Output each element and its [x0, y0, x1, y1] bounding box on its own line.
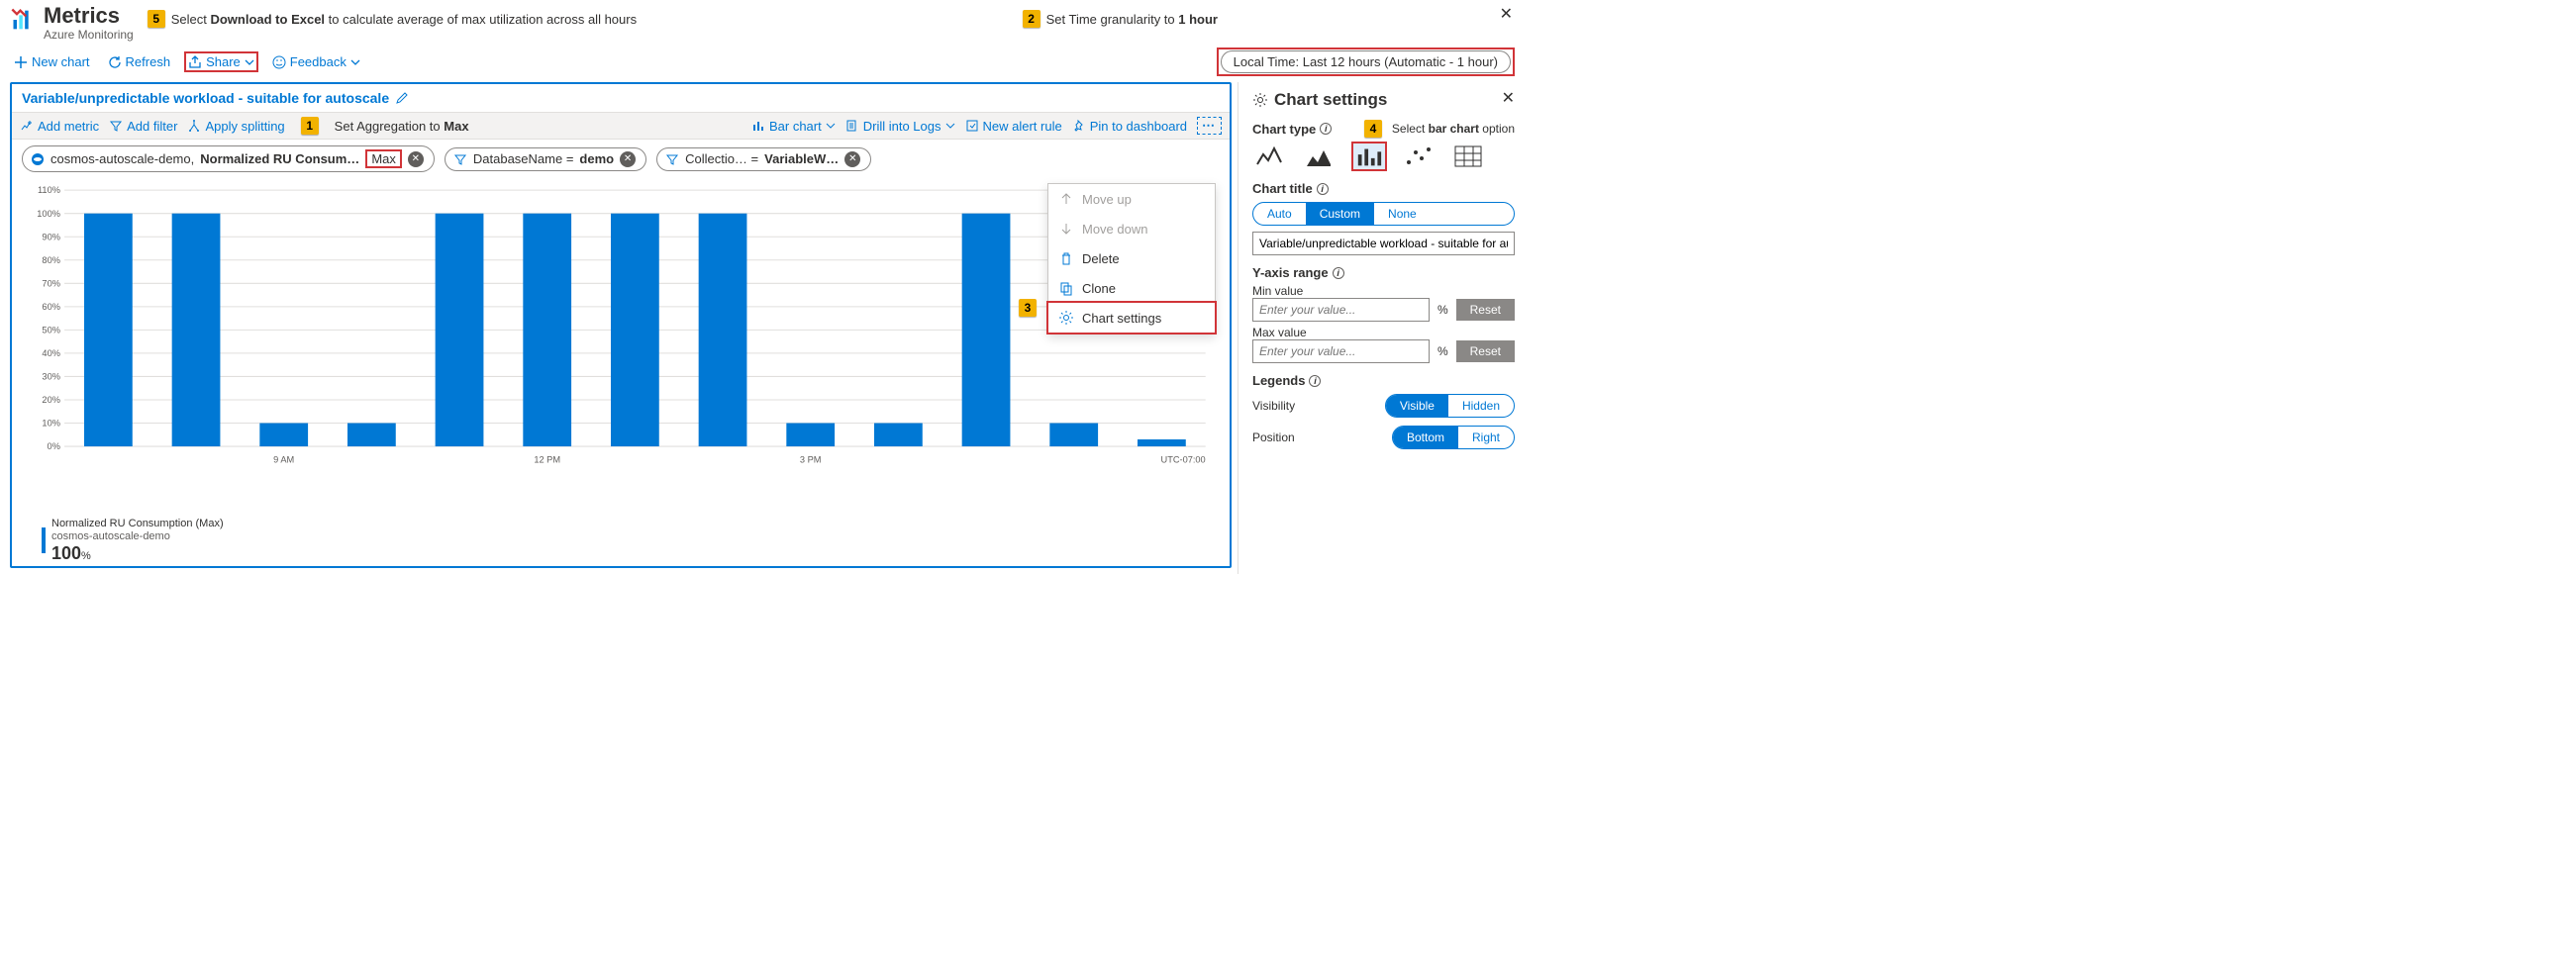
chart-type-scatter[interactable] — [1401, 142, 1437, 171]
info-icon[interactable]: i — [1317, 183, 1329, 195]
remove-metric-icon[interactable]: ✕ — [408, 151, 424, 167]
callout-badge-5: 5 — [148, 10, 165, 28]
context-menu: Move upMove downDeleteCloneChart setting… — [1047, 183, 1216, 334]
menu-item-move-down: Move down — [1048, 214, 1215, 243]
close-icon[interactable]: ✕ — [1500, 4, 1513, 24]
svg-text:10%: 10% — [42, 419, 59, 429]
chart-type-bar[interactable] — [1351, 142, 1387, 171]
new-alert-button[interactable]: New alert rule — [965, 119, 1062, 134]
metric-pill[interactable]: cosmos-autoscale-demo, Normalized RU Con… — [22, 145, 435, 172]
chart-toolbar: Add metric Add filter Apply splitting 1 … — [12, 112, 1230, 140]
metrics-icon — [10, 6, 38, 34]
apply-splitting-button[interactable]: Apply splitting — [187, 119, 284, 134]
callout-badge-3: 3 — [1019, 299, 1037, 317]
filter-db-pill[interactable]: DatabaseName = demo ✕ — [445, 147, 646, 171]
callout-1-text: Set Aggregation to Max — [335, 119, 469, 134]
yaxis-max-input[interactable] — [1252, 339, 1430, 363]
svg-text:100%: 100% — [37, 209, 60, 219]
svg-text:3 PM: 3 PM — [800, 455, 822, 465]
info-icon[interactable]: i — [1333, 267, 1344, 279]
drill-logs-button[interactable]: Drill into Logs — [845, 119, 955, 134]
svg-text:90%: 90% — [42, 233, 59, 242]
main-toolbar: New chart Refresh Share Feedback Local T… — [0, 44, 1525, 82]
chart-settings-panel: Chart settings ✕ Chart typei 4 Select ba… — [1238, 82, 1525, 574]
callout-4: 4 Select bar chart option — [1364, 120, 1515, 138]
chevron-down-icon — [350, 57, 360, 67]
svg-text:UTC-07:00: UTC-07:00 — [1161, 455, 1206, 465]
callout-badge-4: 4 — [1364, 120, 1382, 138]
gear-icon — [1252, 92, 1268, 108]
segment-option[interactable]: Visible — [1386, 395, 1448, 417]
add-filter-button[interactable]: Add filter — [109, 119, 177, 134]
feedback-button[interactable]: Feedback — [268, 52, 364, 71]
segment-option[interactable]: Custom — [1306, 203, 1374, 225]
reset-max-button[interactable]: Reset — [1456, 340, 1515, 362]
callout-badge-2: 2 — [1023, 10, 1040, 28]
remove-filter-icon[interactable]: ✕ — [620, 151, 636, 167]
svg-text:80%: 80% — [42, 255, 59, 265]
menu-item-chart-settings[interactable]: Chart settings — [1048, 303, 1215, 333]
segment-option[interactable]: None — [1374, 203, 1431, 225]
callout-2: 2 Set Time granularity to 1 hour — [1023, 10, 1218, 28]
svg-text:30%: 30% — [42, 372, 59, 382]
callout-5: 5 Select Download to Excel to calculate … — [148, 10, 637, 28]
svg-text:12 PM: 12 PM — [534, 455, 560, 465]
svg-text:110%: 110% — [38, 185, 60, 195]
callout-badge-1: 1 — [301, 117, 319, 135]
segment-option[interactable]: Right — [1458, 427, 1514, 448]
segment-option[interactable]: Bottom — [1393, 427, 1458, 448]
chart-title-input[interactable] — [1252, 232, 1515, 255]
edit-title-icon[interactable] — [395, 91, 409, 105]
info-icon[interactable]: i — [1320, 123, 1332, 135]
menu-item-clone[interactable]: Clone — [1048, 273, 1215, 303]
menu-item-delete[interactable]: Delete — [1048, 243, 1215, 273]
filter-row: cosmos-autoscale-demo, Normalized RU Con… — [12, 140, 1230, 178]
chart-type-line[interactable] — [1252, 142, 1288, 171]
remove-filter-icon[interactable]: ✕ — [844, 151, 860, 167]
chevron-down-icon — [245, 57, 254, 67]
info-icon[interactable]: i — [1309, 375, 1321, 387]
yaxis-min-input[interactable] — [1252, 298, 1430, 322]
chart-legend: Normalized RU Consumption (Max) cosmos-a… — [12, 514, 1230, 566]
svg-text:40%: 40% — [42, 348, 59, 358]
chart-type-area[interactable] — [1302, 142, 1338, 171]
svg-text:0%: 0% — [48, 441, 60, 451]
svg-text:70%: 70% — [42, 279, 59, 289]
pin-dashboard-button[interactable]: Pin to dashboard — [1072, 119, 1187, 134]
chart-panel: Variable/unpredictable workload - suitab… — [10, 82, 1232, 568]
time-range-pill[interactable]: Local Time: Last 12 hours (Automatic - 1… — [1221, 50, 1511, 73]
segment-option[interactable]: Hidden — [1448, 395, 1514, 417]
new-chart-button[interactable]: New chart — [10, 52, 94, 71]
chart-title: Variable/unpredictable workload - suitab… — [22, 90, 389, 106]
title-mode-segment[interactable]: AutoCustomNone — [1252, 202, 1515, 226]
filter-coll-pill[interactable]: Collectio… = VariableW… ✕ — [656, 147, 871, 171]
svg-text:20%: 20% — [42, 395, 59, 405]
page-header: Metrics Azure Monitoring 5 Select Downlo… — [0, 0, 1525, 44]
more-actions-button[interactable]: ⋯ — [1197, 117, 1222, 135]
share-button[interactable]: Share — [184, 51, 258, 72]
add-metric-button[interactable]: Add metric — [20, 119, 99, 134]
legend-position-segment[interactable]: BottomRight — [1392, 426, 1515, 449]
chart-type-grid[interactable] — [1450, 142, 1486, 171]
svg-text:50%: 50% — [42, 326, 59, 335]
legend-swatch — [42, 527, 46, 553]
page-title: Metrics — [44, 4, 134, 28]
legend-visibility-segment[interactable]: VisibleHidden — [1385, 394, 1515, 418]
refresh-button[interactable]: Refresh — [104, 52, 175, 71]
chart-plot: 110% 100% 90% 80% 70% 60% 50% 40% 30% 20% 10% 0% 9 A… — [26, 184, 1216, 513]
svg-text:60%: 60% — [42, 302, 59, 312]
reset-min-button[interactable]: Reset — [1456, 299, 1515, 321]
segment-option[interactable]: Auto — [1253, 203, 1306, 225]
menu-item-move-up: Move up — [1048, 184, 1215, 214]
svg-text:9 AM: 9 AM — [273, 455, 294, 465]
close-panel-icon[interactable]: ✕ — [1502, 88, 1515, 108]
page-subtitle: Azure Monitoring — [44, 28, 134, 42]
chart-type-button[interactable]: Bar chart — [751, 119, 836, 134]
